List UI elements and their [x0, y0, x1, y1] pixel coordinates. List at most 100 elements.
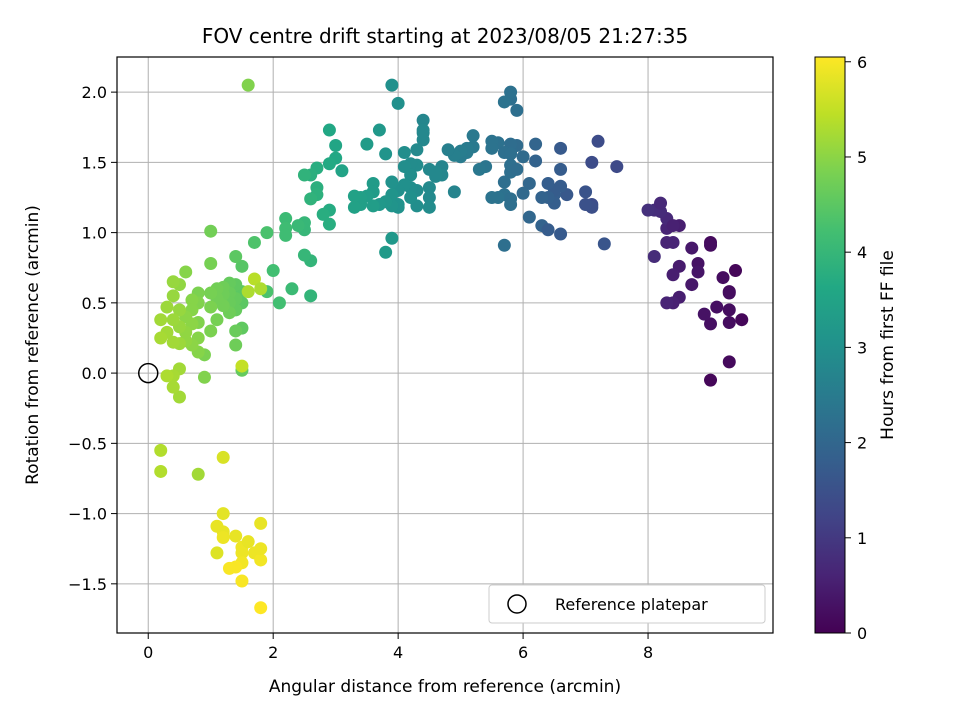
colorbar-tick-label: 4 [857, 243, 867, 262]
data-point [204, 224, 218, 238]
data-point [379, 245, 393, 259]
data-point [235, 546, 249, 560]
data-point [716, 271, 730, 285]
reference-platepar-marker [137, 362, 159, 384]
data-point [516, 150, 530, 164]
data-point [210, 546, 224, 560]
colorbar-tick-label: 0 [857, 624, 867, 643]
data-point [366, 199, 380, 213]
y-tick-label: 0.5 [82, 294, 107, 313]
data-point [166, 380, 180, 394]
data-point [579, 185, 593, 199]
y-tick-label: −0.5 [68, 434, 107, 453]
data-point [254, 516, 268, 530]
data-point [291, 219, 305, 233]
data-point [704, 238, 718, 252]
x-axis-ticks: 0 2 4 6 8 [143, 633, 653, 662]
data-point [522, 210, 536, 224]
data-point [516, 186, 530, 200]
data-point [422, 200, 436, 214]
data-point [285, 282, 299, 296]
data-point [172, 390, 186, 404]
data-point [735, 313, 749, 327]
data-point [385, 231, 399, 245]
data-point [154, 443, 168, 457]
data-point [385, 175, 399, 189]
data-point [247, 272, 261, 286]
data-point [447, 185, 461, 199]
data-point [666, 219, 680, 233]
x-tick-label: 2 [268, 643, 278, 662]
data-point [372, 123, 386, 137]
y-tick-label: 0.0 [82, 364, 107, 383]
data-point [654, 196, 668, 210]
grid-lines [117, 57, 773, 633]
data-point [272, 296, 286, 310]
data-point [322, 123, 336, 137]
data-point [504, 198, 518, 212]
data-point [216, 450, 230, 464]
colorbar-label: Hours from first FF file [878, 250, 898, 440]
data-point [410, 143, 424, 157]
colorbar-tick-label: 1 [857, 529, 867, 548]
colorbar: 0 1 2 3 4 5 6 Hours from first FF file [814, 53, 898, 643]
data-point [160, 369, 174, 383]
data-point [722, 303, 736, 317]
data-point [216, 507, 230, 521]
data-point [497, 95, 511, 109]
data-point [497, 175, 511, 189]
y-axis-ticks: −1.5 −1.0 −0.5 0.0 0.5 1.0 1.5 2.0 [68, 83, 117, 594]
data-point [322, 217, 336, 231]
data-point [235, 574, 249, 588]
data-point [297, 168, 311, 182]
data-point [185, 293, 199, 307]
data-point [610, 160, 624, 174]
data-point [704, 373, 718, 387]
data-point [485, 141, 499, 155]
data-point [204, 257, 218, 271]
data-point [529, 137, 543, 151]
data-point [504, 85, 518, 99]
data-point [229, 338, 243, 352]
y-tick-label: 2.0 [82, 83, 107, 102]
data-point [485, 190, 499, 204]
colorbar-tick-label: 3 [857, 338, 867, 357]
colorbar-ticks: 0 1 2 3 4 5 6 [845, 53, 867, 643]
data-point [347, 200, 361, 214]
data-point [666, 268, 680, 282]
data-point [497, 238, 511, 252]
data-point [466, 129, 480, 143]
data-point [397, 146, 411, 160]
data-point [704, 317, 718, 331]
data-point [360, 137, 374, 151]
colorbar-tick-label: 5 [857, 148, 867, 167]
data-point [647, 249, 661, 263]
data-point [660, 235, 674, 249]
data-point [472, 162, 486, 176]
data-point [685, 241, 699, 255]
data-point [235, 359, 249, 373]
data-point [729, 264, 743, 278]
data-point [710, 300, 724, 314]
data-point [154, 313, 168, 327]
data-point [329, 139, 343, 153]
data-point [422, 181, 436, 195]
data-point [416, 113, 430, 127]
colorbar-tick-label: 6 [857, 53, 867, 72]
data-point [697, 307, 711, 321]
data-point [641, 203, 655, 217]
data-point [204, 300, 218, 314]
data-point [535, 190, 549, 204]
data-point [510, 162, 524, 176]
data-point [279, 212, 293, 226]
data-point [235, 259, 249, 273]
legend: Reference platepar [488, 584, 766, 624]
data-point [241, 535, 255, 549]
data-point [154, 331, 168, 345]
data-point [254, 601, 268, 615]
data-point [172, 303, 186, 317]
data-point [260, 226, 274, 240]
data-point [316, 207, 330, 221]
data-point [279, 228, 293, 242]
data-point [379, 147, 393, 161]
